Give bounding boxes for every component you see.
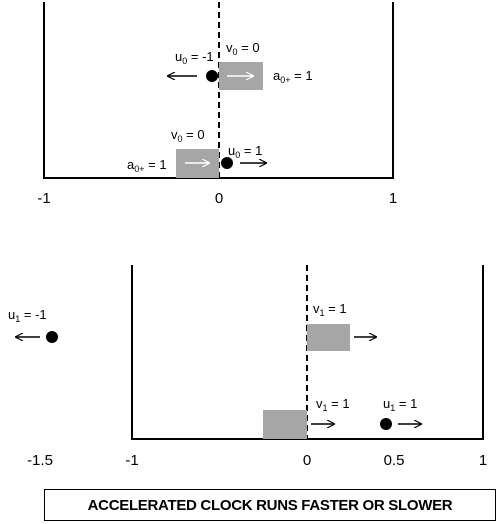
bottom-upper-block-v-label: v1 = 1: [313, 301, 347, 318]
caption-box: ACCELERATED CLOCK RUNS FASTER OR SLOWER: [44, 489, 496, 521]
bottom-left-particle-u-label: u1 = -1: [8, 307, 47, 324]
bottom-upper-block: [307, 324, 350, 351]
bottom-right-particle-u-label: u1 = 1: [383, 396, 417, 413]
bottom-panel-box: [131, 265, 484, 440]
top-upper-particle-u-label: u0 = -1: [175, 49, 214, 66]
bottom-right-particle: [380, 418, 392, 430]
top-panel: u0 = -1 v0 = 0 a0+ = 1 v0 = 0 a0+ = 1 u0…: [37, 2, 397, 207]
bottom-tick-1: 1: [479, 452, 487, 469]
bottom-panel: u1 = -1 v1 = 1 v1 = 1 u1 = 1 -1.5 -1 0 0…: [8, 265, 487, 469]
caption-text: ACCELERATED CLOCK RUNS FASTER OR SLOWER: [87, 496, 453, 514]
bottom-tick-0-5: 0.5: [384, 452, 405, 469]
top-upper-particle: [206, 70, 218, 82]
top-tick-minus-1: -1: [37, 190, 50, 207]
top-tick-0: 0: [215, 190, 223, 207]
top-lower-block-a-label: a0+ = 1: [127, 157, 167, 174]
top-lower-particle: [221, 157, 233, 169]
top-tick-1: 1: [389, 190, 397, 207]
top-upper-block-a-label: a0+ = 1: [273, 68, 313, 85]
top-lower-particle-u-label: u0 = 1: [228, 143, 262, 160]
bottom-lower-block: [263, 410, 307, 439]
bottom-tick-minus-1-5: -1.5: [27, 452, 53, 469]
top-upper-block-v-label: v0 = 0: [226, 40, 260, 57]
bottom-tick-minus-1: -1: [125, 452, 138, 469]
bottom-lower-block-v-label: v1 = 1: [316, 396, 350, 413]
bottom-tick-0: 0: [303, 452, 311, 469]
top-lower-block-v-label: v0 = 0: [171, 127, 205, 144]
bottom-left-particle: [46, 331, 58, 343]
